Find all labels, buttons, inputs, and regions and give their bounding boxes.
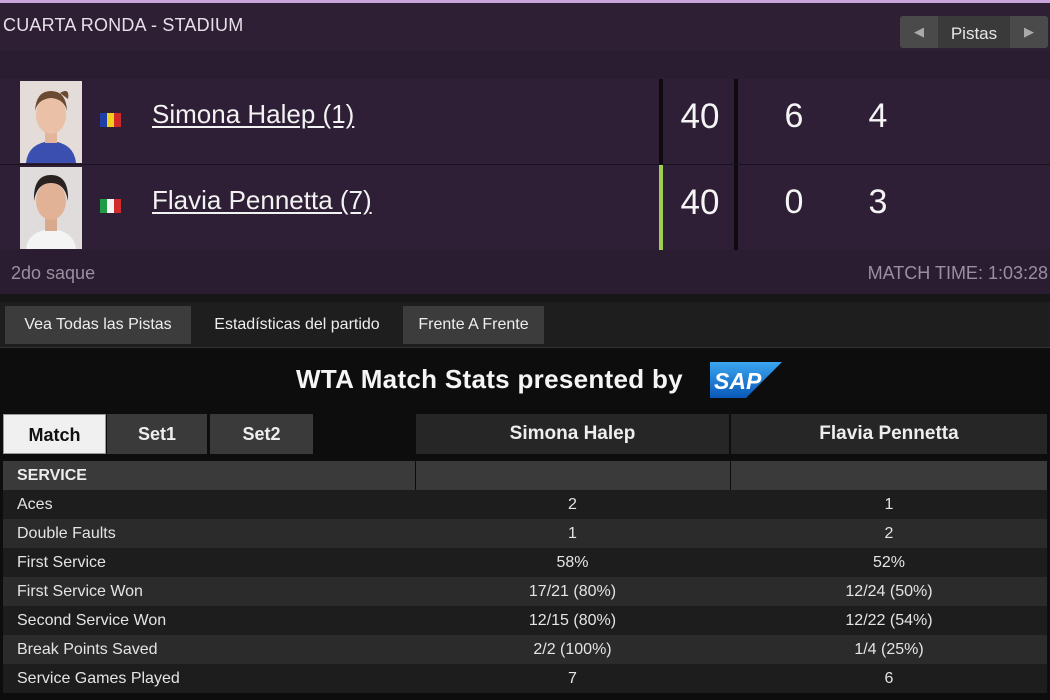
stat-value-pennetta: 1 <box>884 496 894 513</box>
stat-label: Aces <box>17 496 53 513</box>
stats-section-header: SERVICE <box>3 461 1047 490</box>
status-bar: 2do saque MATCH TIME: 1:03:28 <box>0 250 1050 294</box>
stats-title-bar: WTA Match Stats presented by SAP <box>0 360 1050 400</box>
sap-logo-icon: SAP <box>710 362 782 398</box>
section-label: SERVICE <box>17 467 87 484</box>
courts-navigator: ◀ Pistas ▶ <box>900 16 1048 48</box>
game-points-halep: 40 <box>680 97 720 136</box>
stat-value-halep: 2 <box>568 496 577 513</box>
round-title: CUARTA RONDA - STADIUM <box>3 15 244 35</box>
table-row: First Service 58% 52% <box>3 548 1047 577</box>
courts-label: Pistas <box>950 24 998 43</box>
serve-note: 2do saque <box>11 263 96 283</box>
player-photo-pennetta <box>20 167 82 249</box>
tab-all-courts[interactable]: Vea Todas las Pistas <box>5 306 191 344</box>
stat-value-pennetta: 1/4 (25%) <box>854 641 924 658</box>
italy-flag-icon <box>100 199 121 213</box>
match-time: MATCH TIME: 1:03:28 <box>867 263 1048 283</box>
romania-flag-icon <box>100 113 121 127</box>
chevron-right-icon: ▶ <box>1024 24 1034 39</box>
score-divider <box>734 165 738 250</box>
tab-head-to-head[interactable]: Frente A Frente <box>403 306 544 344</box>
serving-indicator <box>659 165 663 250</box>
stat-value-halep: 58% <box>556 554 589 571</box>
set1-score-halep: 6 <box>784 97 804 135</box>
stat-label: First Service Won <box>17 583 143 600</box>
stat-value-pennetta: 6 <box>884 670 894 687</box>
stat-value-halep: 2/2 (100%) <box>533 641 612 658</box>
game-points-pennetta: 40 <box>680 183 720 222</box>
stat-label: First Service <box>17 554 106 571</box>
subtab-match[interactable]: Match <box>3 414 106 454</box>
table-row: First Service Won 17/21 (80%) 12/24 (50%… <box>3 577 1047 606</box>
stat-label: Double Faults <box>17 525 116 542</box>
stat-value-pennetta: 2 <box>884 525 894 542</box>
table-row: Double Faults 1 2 <box>3 519 1047 548</box>
set2-score-halep: 4 <box>868 97 888 135</box>
set-selector: Match Set1 Set2 Simona Halep Flavia Penn… <box>0 412 1050 457</box>
header-band <box>0 51 1050 79</box>
stat-value-halep: 1 <box>568 525 577 542</box>
stat-label: Second Service Won <box>17 612 167 629</box>
chevron-left-icon: ◀ <box>914 24 924 39</box>
stats-title: WTA Match Stats presented by <box>296 364 683 394</box>
subtab-set2[interactable]: Set2 <box>210 414 313 454</box>
sap-logo-text: SAP <box>714 368 762 394</box>
score-divider <box>659 79 663 164</box>
column-header-halep: Simona Halep <box>416 414 729 454</box>
stat-value-pennetta: 12/22 (54%) <box>845 612 933 629</box>
subtab-set1[interactable]: Set1 <box>107 414 207 454</box>
player-name-halep[interactable]: Simona Halep (1) <box>152 99 355 129</box>
stat-value-pennetta: 52% <box>872 554 906 571</box>
prev-court-button[interactable]: ◀ <box>900 16 938 48</box>
player-photo-halep <box>20 81 82 163</box>
column-header-pennetta: Flavia Pennetta <box>731 414 1047 454</box>
match-header: CUARTA RONDA - STADIUM ◀ Pistas ▶ <box>0 3 1050 51</box>
next-court-button[interactable]: ▶ <box>1010 16 1048 48</box>
spacer <box>0 294 1050 302</box>
stat-label: Service Games Played <box>17 670 180 687</box>
table-row: Service Games Played 7 6 <box>3 664 1047 693</box>
player-row-halep: Simona Halep (1) 40 6 4 <box>0 79 1050 165</box>
tab-match-stats[interactable]: Estadísticas del partido <box>193 306 401 344</box>
stat-value-halep: 12/15 (80%) <box>528 612 617 629</box>
tab-bar: Vea Todas las Pistas Estadísticas del pa… <box>0 302 1050 348</box>
table-row: Break Points Saved 2/2 (100%) 1/4 (25%) <box>3 635 1047 664</box>
stat-value-pennetta: 12/24 (50%) <box>845 583 933 600</box>
player-name-pennetta[interactable]: Flavia Pennetta (7) <box>152 185 372 215</box>
set1-score-pennetta: 0 <box>784 183 804 221</box>
top-accent-line <box>0 0 1050 3</box>
table-row: Aces 2 1 <box>3 490 1047 519</box>
table-row: Second Service Won 12/15 (80%) 12/22 (54… <box>3 606 1047 635</box>
stat-value-halep: 17/21 (80%) <box>528 583 617 600</box>
stat-value-halep: 7 <box>568 670 577 687</box>
stats-table: SERVICE Aces 2 1 Double Faults 1 2 First… <box>3 461 1047 693</box>
set2-score-pennetta: 3 <box>868 183 888 221</box>
player-row-pennetta: Flavia Pennetta (7) 40 0 3 <box>0 165 1050 250</box>
score-divider <box>734 79 738 164</box>
scoreboard: Simona Halep (1) 40 6 4 Flavia Pennetta … <box>0 79 1050 250</box>
stat-label: Break Points Saved <box>17 641 158 658</box>
